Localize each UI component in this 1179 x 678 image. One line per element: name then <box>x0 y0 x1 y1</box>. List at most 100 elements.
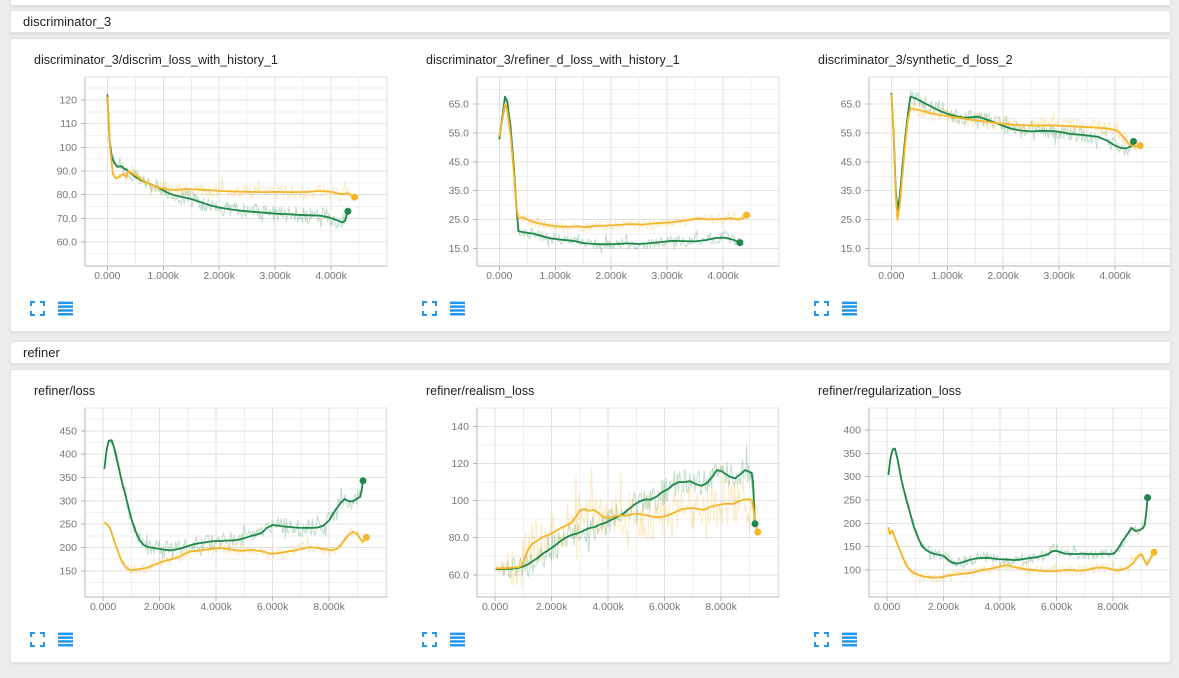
y-axis-tick-label: 450 <box>59 425 77 437</box>
y-axis-tick-label: 110 <box>60 118 77 130</box>
line-chart[interactable]: 15.0 25.0 35.0 45.0 55.0 65.0 0.000 1.000k 2.000… <box>415 67 807 282</box>
runs-menu-icon <box>58 301 73 315</box>
x-axis-tick-label: 8.000k <box>313 601 345 613</box>
charts-row: refiner/loss 150 200 250 300 350 400 450 0.000 2.… <box>23 385 1170 647</box>
amber-run-latest-point[interactable] <box>1150 548 1158 556</box>
runs-menu-icon <box>450 301 465 315</box>
expand-chart-button[interactable] <box>30 631 45 647</box>
expand-chart-button[interactable] <box>30 300 45 316</box>
line-chart[interactable]: 15.0 25.0 35.0 45.0 55.0 65.0 0.000 1.000k 2.000… <box>807 67 1171 282</box>
expand-chart-icon <box>30 300 45 316</box>
x-axis-tick-label: 4.000k <box>315 270 347 282</box>
green-run-latest-point[interactable] <box>1144 494 1152 502</box>
x-axis-tick-label: 2.000k <box>203 270 235 282</box>
green-run-raw-line <box>890 89 1134 207</box>
line-chart[interactable]: 150 200 250 300 350 400 450 0.000 2.000k 4.000k 6.… <box>23 398 415 613</box>
expand-chart-button[interactable] <box>422 631 437 647</box>
runs-menu-button[interactable] <box>450 632 465 647</box>
section-header-discriminator_3[interactable]: discriminator_3 <box>10 10 1171 33</box>
expand-chart-button[interactable] <box>814 300 829 316</box>
previous-group-card-edge <box>10 0 1171 6</box>
green-run-latest-point[interactable] <box>1130 138 1137 145</box>
runs-menu-button[interactable] <box>842 301 857 316</box>
amber-run-raw-line <box>104 522 367 576</box>
x-axis-tick-label: 2.000k <box>536 601 568 613</box>
chart-title: discriminator_3/refiner_d_loss_with_hist… <box>426 53 680 67</box>
x-axis-tick-label: 1.000k <box>932 270 964 282</box>
section-header-refiner[interactable]: refiner <box>10 341 1171 364</box>
x-axis-tick-label: 2.000k <box>595 270 627 282</box>
y-axis-tick-label: 35.0 <box>449 185 470 197</box>
amber-run-latest-point[interactable] <box>362 533 370 541</box>
chart-actions <box>814 631 1170 647</box>
x-axis-tick-label: 0.000 <box>94 270 120 282</box>
y-axis-tick-label: 15.0 <box>841 243 862 255</box>
expand-chart-icon <box>30 631 45 647</box>
amber-run-smoothed-line <box>103 521 368 571</box>
chart-card: refiner/realism_loss 60.0 80.0 100 120 140 0.0… <box>415 385 807 647</box>
charts-row: discriminator_3/discrim_loss_with_histor… <box>23 54 1170 316</box>
line-chart[interactable]: 60.0 80.0 100 120 140 0.000 2.000k 4.000k 6.000k… <box>415 398 807 613</box>
runs-menu-button[interactable] <box>58 632 73 647</box>
amber-run-raw-line <box>106 97 356 203</box>
section-panel-refiner: refiner/loss 150 200 250 300 350 400 450 0.000 2.… <box>10 369 1171 663</box>
chart-grid <box>81 407 388 601</box>
y-axis-tick-label: 70.0 <box>57 213 78 225</box>
amber-run-smoothed-line <box>890 94 1142 221</box>
chart-card: discriminator_3/discrim_loss_with_histor… <box>23 54 415 316</box>
amber-run-smoothed-line <box>106 96 356 198</box>
x-axis-tick-label: 8.000k <box>705 601 737 613</box>
x-axis-tick-label: 4.000k <box>984 601 1016 613</box>
chart-actions <box>30 631 415 647</box>
green-run-latest-point[interactable] <box>344 207 352 215</box>
runs-menu-button[interactable] <box>450 301 465 316</box>
y-axis-tick-label: 15.0 <box>449 243 470 255</box>
x-axis-tick-label: 6.000k <box>1041 601 1073 613</box>
x-axis-tick-label: 0.000 <box>486 270 512 282</box>
chart-actions <box>814 300 1170 316</box>
x-axis-tick-label: 3.000k <box>1043 270 1075 282</box>
amber-run-latest-point[interactable] <box>754 528 762 536</box>
chart-card: refiner/loss 150 200 250 300 350 400 450 0.000 2.… <box>23 385 415 647</box>
line-chart[interactable]: 100 150 200 250 300 350 400 0.000 2.000k 4.000k 6.… <box>807 398 1171 613</box>
green-run-latest-point[interactable] <box>359 477 367 485</box>
chart-actions <box>422 300 807 316</box>
y-axis-tick-label: 120 <box>59 95 77 107</box>
y-axis-tick-label: 350 <box>843 448 861 460</box>
chart-title: discriminator_3/discrim_loss_with_histor… <box>34 53 278 67</box>
y-axis-tick-label: 200 <box>59 542 77 554</box>
x-axis-tick-label: 4.000k <box>707 270 739 282</box>
line-chart[interactable]: 60.0 70.0 80.0 90.0 100 110 120 0.000 1.000k 2.00… <box>23 67 415 282</box>
amber-run-latest-point[interactable] <box>1136 142 1144 150</box>
x-axis-tick-label: 0.000 <box>878 270 904 282</box>
chart-title: refiner/regularization_loss <box>818 384 962 398</box>
section-panel-discriminator_3: discriminator_3/discrim_loss_with_histor… <box>10 38 1171 332</box>
amber-run-smoothed-line <box>498 103 748 229</box>
runs-menu-icon <box>450 632 465 646</box>
chart-card: discriminator_3/refiner_d_loss_with_hist… <box>415 54 807 316</box>
section-title: refiner <box>23 345 60 360</box>
y-axis-tick-label: 55.0 <box>449 127 470 139</box>
runs-menu-button[interactable] <box>58 301 73 316</box>
amber-run-smoothed-line <box>887 527 1155 579</box>
x-axis-tick-label: 0.000 <box>482 601 508 613</box>
y-axis-tick-label: 150 <box>843 541 861 553</box>
runs-menu-button[interactable] <box>842 632 857 647</box>
y-axis-tick-label: 45.0 <box>449 156 470 168</box>
x-axis-tick-label: 6.000k <box>257 601 289 613</box>
expand-chart-button[interactable] <box>814 631 829 647</box>
amber-run-latest-point[interactable] <box>351 193 359 201</box>
green-run-latest-point[interactable] <box>736 239 744 247</box>
y-axis-tick-label: 400 <box>843 424 861 436</box>
chart-title: refiner/loss <box>34 384 96 398</box>
y-axis-tick-label: 120 <box>451 458 469 470</box>
y-axis-tick-label: 100 <box>451 495 469 507</box>
y-axis-tick-label: 60.0 <box>57 237 78 249</box>
x-axis-tick-label: 2.000k <box>987 270 1019 282</box>
y-axis-tick-label: 55.0 <box>841 127 862 139</box>
expand-chart-button[interactable] <box>422 300 437 316</box>
green-run-smoothed-line <box>495 469 756 571</box>
green-run-latest-point[interactable] <box>751 520 759 528</box>
amber-run-latest-point[interactable] <box>743 211 751 219</box>
